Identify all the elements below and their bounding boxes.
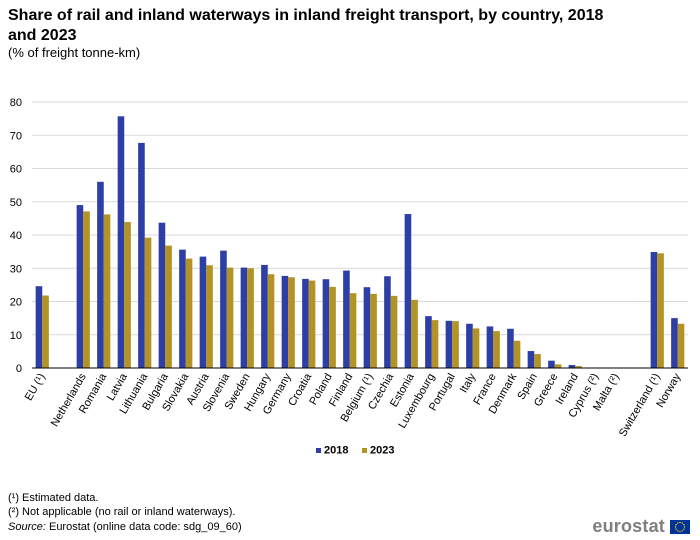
bar-2018: [363, 287, 371, 368]
bar-2018: [486, 326, 494, 368]
footnote-not-applicable: (²) Not applicable (no rail or inland wa…: [8, 506, 236, 518]
bar-2023: [288, 277, 295, 368]
flag-star: [681, 529, 683, 532]
bar-2018: [507, 328, 514, 368]
x-tick-label: EU (¹): [23, 372, 48, 403]
bar-2023: [308, 280, 316, 368]
bar-2023: [554, 364, 562, 368]
flag-star: [679, 521, 681, 523]
bar-2018: [199, 256, 207, 368]
bar-2018: [220, 250, 227, 368]
y-tick-label: 40: [10, 230, 22, 242]
bar-2023: [247, 268, 254, 368]
eu-flag-icon: [670, 519, 690, 534]
bar-2018: [671, 318, 678, 368]
bar-2023: [42, 295, 49, 368]
bar-2018: [281, 275, 289, 368]
y-tick-label: 20: [10, 297, 22, 309]
logo-text: eurostat: [592, 516, 665, 536]
bar-2023: [513, 340, 521, 368]
chart-title: Share of rail and inland waterways in in…: [8, 7, 604, 44]
y-tick-label: 0: [16, 363, 22, 375]
bar-2018: [35, 286, 43, 368]
bar-2023: [144, 237, 152, 368]
bar-2018: [445, 320, 453, 368]
chart-subtitle: (% of freight tonne-km): [8, 45, 141, 60]
footnote-estimated: (¹) Estimated data.: [8, 492, 99, 504]
bar-2018: [568, 365, 576, 368]
y-tick-label: 10: [10, 330, 22, 342]
bar-2023: [493, 331, 500, 368]
bar-2023: [534, 354, 541, 368]
bar-2018: [650, 251, 658, 368]
y-tick-label: 30: [10, 263, 22, 275]
bar-2018: [384, 276, 391, 368]
bar-2023: [657, 253, 664, 368]
bar-2018: [158, 222, 166, 368]
source-text: Eurostat (online data code: sdg_09_60): [45, 521, 242, 533]
bar-2018: [425, 316, 432, 368]
bar-2023: [349, 293, 357, 368]
bar-2023: [390, 295, 398, 368]
bar-2018: [138, 142, 145, 368]
x-tick-label: Italy: [458, 371, 479, 395]
bar-2023: [185, 258, 193, 368]
flag-star: [674, 525, 677, 528]
legend-label-2018: 2018: [324, 445, 348, 457]
bar-2023: [431, 320, 439, 368]
bar-2023: [83, 211, 90, 368]
flag-star: [677, 529, 679, 532]
y-tick-label: 60: [10, 164, 22, 176]
source-label: Source:: [8, 521, 46, 533]
flag-star: [683, 523, 685, 525]
flag-star: [683, 525, 686, 528]
bar-2023: [124, 222, 131, 368]
bar-2023: [452, 321, 459, 368]
y-tick-label: 70: [10, 130, 22, 142]
bar-2018: [302, 278, 309, 368]
flag-star: [677, 521, 679, 524]
bar-2018: [527, 351, 535, 368]
bar-2018: [466, 323, 473, 368]
bar-2023: [472, 328, 480, 368]
flag-star: [683, 528, 685, 530]
legend-swatch-2018: [316, 448, 321, 453]
eurostat-logo[interactable]: eurostat: [592, 516, 690, 537]
flag-star: [679, 530, 681, 532]
bar-2018: [76, 205, 84, 368]
y-tick-label: 80: [10, 97, 22, 109]
bar-2018: [343, 270, 350, 368]
bar-2018: [261, 264, 268, 368]
bar-2023: [226, 267, 234, 368]
y-tick-label: 50: [10, 197, 22, 209]
bar-2018: [404, 214, 412, 368]
bar-2018: [322, 279, 330, 368]
bar-2023: [411, 299, 418, 368]
flag-star: [675, 528, 677, 530]
flag-star: [681, 521, 683, 524]
bar-2018: [179, 249, 186, 368]
source-line: Source: Eurostat (online data code: sdg_…: [8, 521, 242, 533]
bar-2023: [267, 274, 275, 368]
bar-2023: [677, 323, 685, 368]
bar-2023: [329, 286, 336, 368]
legend-swatch-2023: [362, 448, 367, 453]
bar-2023: [103, 214, 111, 368]
legend-label-2023: 2023: [370, 445, 394, 457]
bar-2018: [240, 267, 248, 368]
flag-star: [675, 523, 677, 525]
bar-2018: [97, 181, 104, 368]
bar-2018: [548, 360, 555, 368]
bar-2023: [370, 293, 377, 368]
bar-2018: [117, 116, 125, 368]
bar-2023: [206, 265, 213, 368]
bar-2023: [575, 366, 582, 368]
bar-2023: [165, 245, 172, 368]
